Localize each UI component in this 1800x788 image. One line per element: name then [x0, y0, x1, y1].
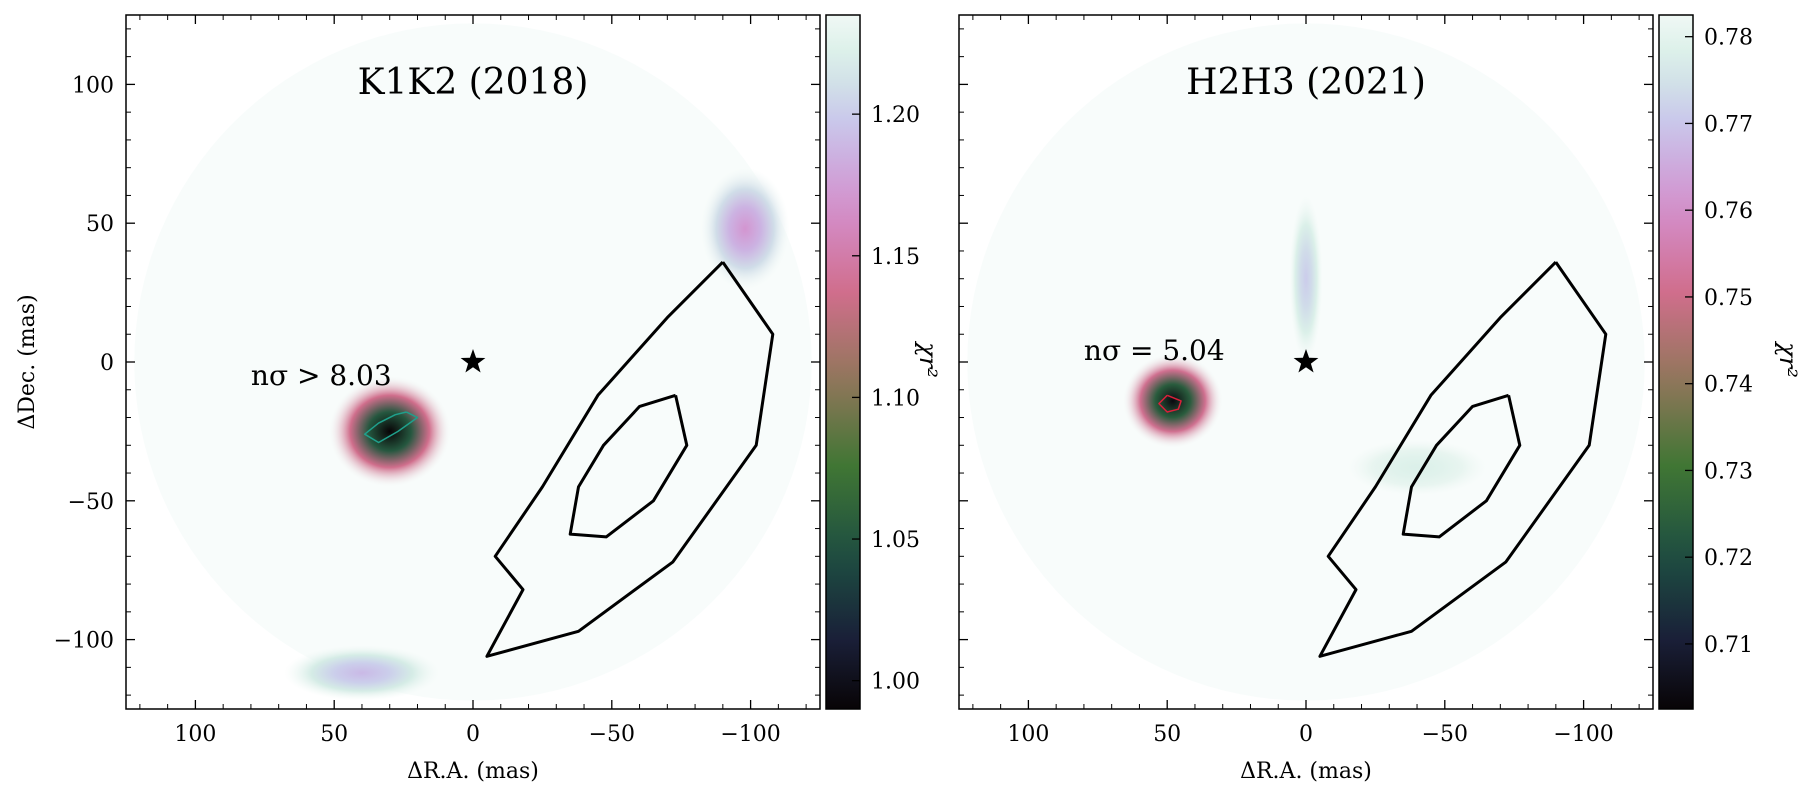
- colorbar-fill: [825, 14, 861, 710]
- colorbar-tick-label: 0.75: [1704, 286, 1753, 311]
- panel-2: H2H3 (2021) nσ = 5.04 100 50 0 −50 −100 ΔR.A. (…: [958, 14, 1800, 784]
- colorbar-tick-label: 0.78: [1704, 26, 1753, 51]
- y-axis-label: ΔDec. (mas): [15, 294, 40, 429]
- chi2-blob: [328, 375, 451, 487]
- colorbar-tick-label: 0.74: [1704, 373, 1753, 398]
- x-tick-label: 0: [466, 722, 480, 747]
- colorbar-tick-label: 1.10: [871, 386, 920, 411]
- plot-title: K1K2 (2018): [358, 62, 589, 103]
- chi2-blob: [1122, 353, 1223, 449]
- panel-1: K1K2 (2018) nσ > 8.03 100 50 0 −50 −100 100 50 0 −…: [15, 14, 942, 784]
- colorbar-tick-label: 1.15: [871, 245, 920, 270]
- colorbar-label: χr²: [1774, 340, 1800, 378]
- colorbar-tick-label: 1.20: [871, 103, 920, 128]
- chi2-blob: [1347, 439, 1487, 496]
- chi2-blob: [1289, 195, 1323, 362]
- colorbar-tick-label: 0.72: [1704, 546, 1753, 571]
- plot-title: H2H3 (2021): [1186, 62, 1426, 103]
- contour-outer: [485, 261, 775, 658]
- axes-ticks: 100 50 0 −50 −100: [959, 15, 1653, 747]
- colorbar-tick-label: 1.00: [871, 670, 920, 695]
- x-axis-label: ΔR.A. (mas): [1240, 759, 1372, 784]
- significance-annotation: nσ > 8.03: [251, 359, 392, 392]
- x-tick-label: −100: [720, 722, 780, 747]
- x-tick-label: −50: [589, 722, 635, 747]
- x-tick-label: 0: [1299, 722, 1313, 747]
- colorbar: 1.00 1.05 1.10 1.15 1.20 χr²: [825, 14, 942, 710]
- x-tick-label: 100: [1007, 722, 1049, 747]
- x-tick-label: 100: [174, 722, 216, 747]
- colorbar-tick-label: 0.73: [1704, 459, 1753, 484]
- x-axis-label: ΔR.A. (mas): [407, 759, 539, 784]
- y-tick-label: −50: [68, 490, 114, 515]
- colorbar: 0.71 0.72 0.73 0.74 0.75 0.76 0.77 0.78 χr²: [1658, 14, 1800, 710]
- x-tick-label: −50: [1422, 722, 1468, 747]
- x-tick-label: 50: [1153, 722, 1181, 747]
- y-tick-label: 0: [100, 351, 114, 376]
- x-tick-label: −100: [1553, 722, 1613, 747]
- colorbar-tick-label: 0.76: [1704, 199, 1753, 224]
- chi2-blob: [700, 167, 790, 290]
- contour-detection: [1158, 394, 1182, 413]
- colorbar-fill: [1658, 14, 1694, 710]
- y-tick-label: −100: [54, 629, 114, 654]
- colorbar-tick-label: 0.71: [1704, 633, 1753, 658]
- y-tick-label: 50: [86, 212, 114, 237]
- chi2-blob: [284, 645, 440, 701]
- contour-inner: [1401, 393, 1522, 539]
- significance-annotation: nσ = 5.04: [1084, 334, 1225, 367]
- axes-ticks: 100 50 0 −50 −100 100 50 0 −50 −100: [54, 15, 820, 747]
- star-marker: [1293, 349, 1319, 373]
- contour-detection: [363, 411, 419, 444]
- colorbar-label: χr²: [914, 340, 942, 378]
- contour-outer: [1318, 261, 1608, 658]
- colorbar-tick-label: 1.05: [871, 528, 920, 553]
- contour-inner: [568, 393, 689, 539]
- y-tick-label: 100: [72, 73, 114, 98]
- colorbar-tick-label: 0.77: [1704, 112, 1753, 137]
- x-tick-label: 50: [320, 722, 348, 747]
- star-marker: [460, 349, 486, 373]
